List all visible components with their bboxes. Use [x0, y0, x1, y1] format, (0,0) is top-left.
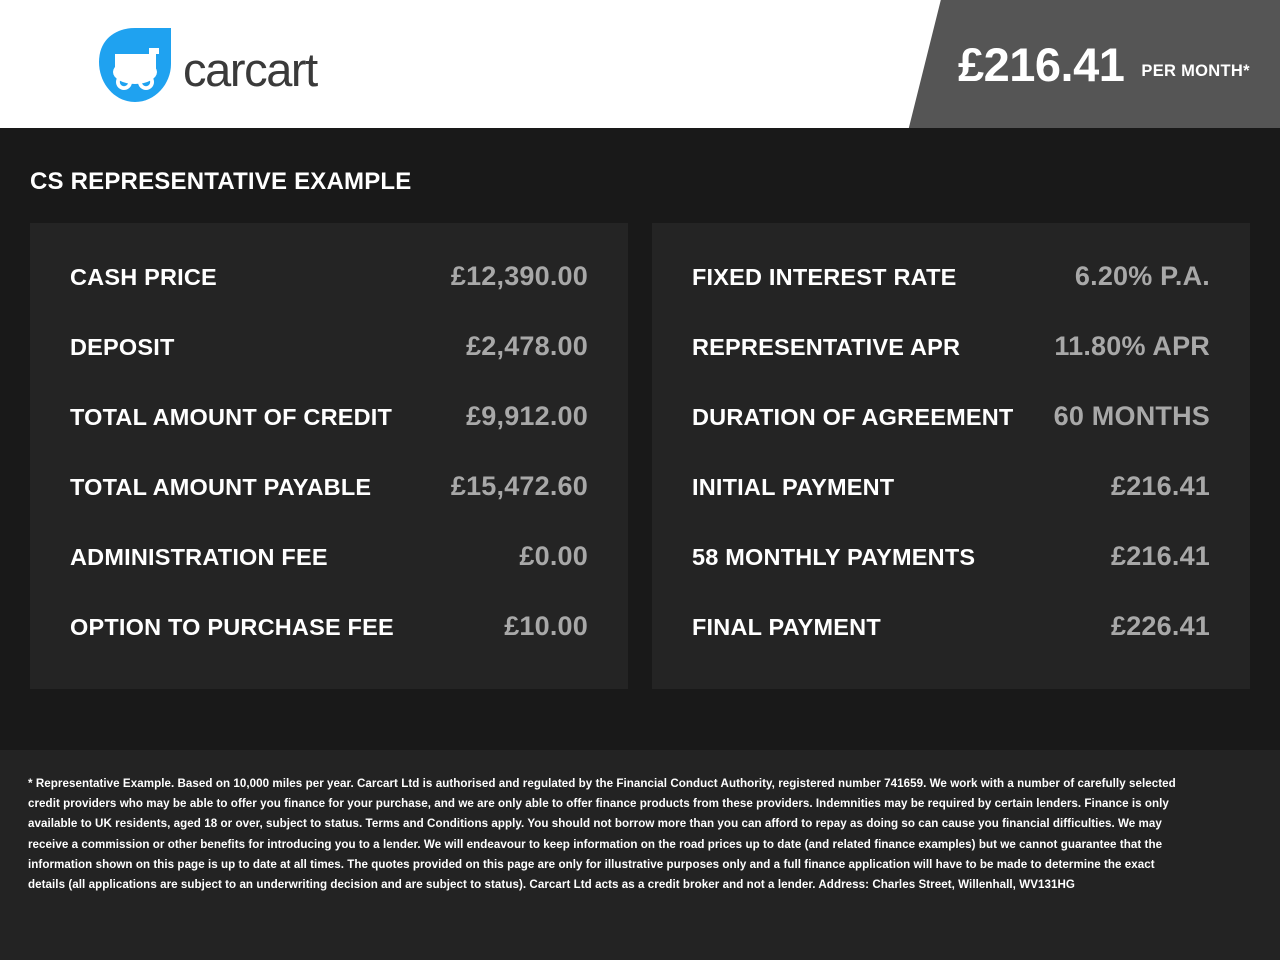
- finance-panel-right: FIXED INTEREST RATE 6.20% P.A. REPRESENT…: [652, 223, 1250, 689]
- row-value: £2,478.00: [466, 331, 588, 361]
- table-row: REPRESENTATIVE APR 11.80% APR: [692, 331, 1210, 401]
- row-label: 58 MONTHLY PAYMENTS: [692, 544, 976, 570]
- table-row: DURATION OF AGREEMENT 60 MONTHS: [692, 401, 1210, 471]
- monthly-price-panel: £216.41 PER MONTH*: [908, 0, 1280, 128]
- disclaimer-section: * Representative Example. Based on 10,00…: [0, 750, 1280, 960]
- row-label: DEPOSIT: [70, 334, 175, 360]
- row-label: CASH PRICE: [70, 264, 217, 290]
- row-value: 60 MONTHS: [1053, 401, 1210, 431]
- row-value: 11.80% APR: [1054, 331, 1210, 361]
- table-row: INITIAL PAYMENT £216.41: [692, 471, 1210, 541]
- table-row: ADMINISTRATION FEE £0.00: [70, 541, 588, 611]
- row-value: £12,390.00: [450, 261, 588, 291]
- table-row: DEPOSIT £2,478.00: [70, 331, 588, 401]
- row-label: OPTION TO PURCHASE FEE: [70, 614, 394, 640]
- row-value: £216.41: [1111, 541, 1210, 571]
- row-value: £0.00: [519, 541, 588, 571]
- row-label: FIXED INTEREST RATE: [692, 264, 957, 290]
- table-row: TOTAL AMOUNT OF CREDIT £9,912.00: [70, 401, 588, 471]
- finance-panels: CASH PRICE £12,390.00 DEPOSIT £2,478.00 …: [30, 223, 1250, 689]
- row-label: TOTAL AMOUNT PAYABLE: [70, 474, 372, 500]
- row-value: £10.00: [504, 611, 588, 641]
- row-label: DURATION OF AGREEMENT: [692, 404, 1014, 430]
- row-label: ADMINISTRATION FEE: [70, 544, 328, 570]
- row-value: £9,912.00: [466, 401, 588, 431]
- page-header: carcart £216.41 PER MONTH*: [0, 0, 1280, 128]
- row-label: REPRESENTATIVE APR: [692, 334, 961, 360]
- monthly-price-amount: £216.41: [958, 37, 1125, 91]
- row-label: INITIAL PAYMENT: [692, 474, 895, 500]
- row-label: TOTAL AMOUNT OF CREDIT: [70, 404, 393, 430]
- disclaimer-text: * Representative Example. Based on 10,00…: [28, 777, 1176, 892]
- brand-logo[interactable]: carcart: [95, 26, 318, 108]
- row-value: 6.20% P.A.: [1074, 261, 1210, 291]
- table-row: CASH PRICE £12,390.00: [70, 261, 588, 331]
- table-row: FINAL PAYMENT £226.41: [692, 611, 1210, 681]
- brand-wordmark: carcart: [183, 42, 318, 96]
- row-value: £226.41: [1111, 611, 1210, 641]
- table-row: FIXED INTEREST RATE 6.20% P.A.: [692, 261, 1210, 331]
- table-row: OPTION TO PURCHASE FEE £10.00: [70, 611, 588, 681]
- carcart-cart-pin-logo-icon: [95, 26, 175, 108]
- table-row: 58 MONTHLY PAYMENTS £216.41: [692, 541, 1210, 611]
- row-value: £216.41: [1111, 471, 1210, 501]
- monthly-price-suffix: PER MONTH*: [1141, 61, 1250, 80]
- finance-panel-left: CASH PRICE £12,390.00 DEPOSIT £2,478.00 …: [30, 223, 628, 689]
- main-content: CS REPRESENTATIVE EXAMPLE CASH PRICE £12…: [0, 128, 1280, 750]
- table-row: TOTAL AMOUNT PAYABLE £15,472.60: [70, 471, 588, 541]
- page-title: CS REPRESENTATIVE EXAMPLE: [30, 168, 412, 195]
- row-value: £15,472.60: [450, 471, 588, 501]
- row-label: FINAL PAYMENT: [692, 614, 881, 640]
